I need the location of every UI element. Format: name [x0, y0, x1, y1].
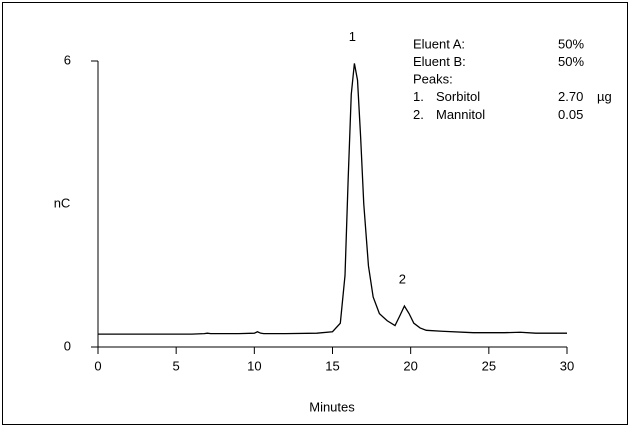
peak-label: 1: [349, 29, 356, 44]
x-tick-label: 20: [403, 358, 417, 373]
legend-text: 50%: [558, 54, 584, 69]
legend-text: µg: [597, 89, 612, 104]
legend-text: 2.70: [558, 89, 583, 104]
legend-text: 50%: [558, 36, 584, 51]
x-tick-label: 25: [482, 358, 496, 373]
legend-text: Sorbitol: [436, 89, 480, 104]
legend-text: Eluent B:: [413, 54, 466, 69]
y-tick-label: 6: [64, 52, 71, 67]
x-tick-label: 30: [560, 358, 574, 373]
legend-text: 2.: [413, 107, 424, 122]
legend-text: 1.: [413, 89, 424, 104]
x-tick-label: 15: [325, 358, 339, 373]
legend-text: 0.05: [558, 107, 583, 122]
x-tick-label: 5: [173, 358, 180, 373]
x-tick-label: 0: [94, 358, 101, 373]
x-tick-label: 10: [247, 358, 261, 373]
x-axis-label: Minutes: [309, 399, 355, 414]
peak-label: 2: [399, 271, 406, 286]
y-axis-label: nC: [54, 195, 71, 210]
chromatogram-line: [98, 63, 567, 335]
y-tick-label: 0: [64, 338, 71, 353]
legend-text: Mannitol: [436, 107, 485, 122]
legend-text: Peaks:: [413, 72, 453, 87]
legend-text: Eluent A:: [413, 36, 465, 51]
